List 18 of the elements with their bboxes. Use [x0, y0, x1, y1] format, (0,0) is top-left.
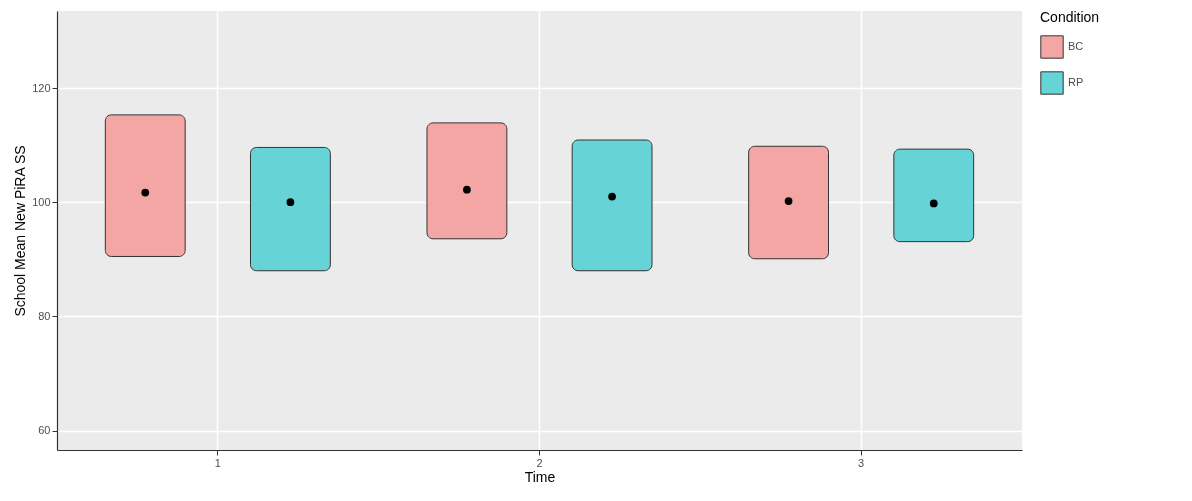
bar	[748, 145, 830, 260]
legend-label: BC	[1068, 40, 1084, 52]
x-axis-title: Time	[524, 468, 556, 485]
legend-title: Condition	[1040, 9, 1100, 25]
bar	[893, 148, 975, 243]
bar	[571, 139, 653, 272]
bar	[249, 146, 331, 272]
y-tick-label: 80	[38, 309, 51, 322]
y-tick-label: 60	[38, 424, 51, 437]
x-tick-label: 3	[858, 456, 865, 469]
x-tick-label: 1	[214, 456, 221, 469]
y-tick-label: 100	[32, 195, 51, 208]
y-axis-title: School Mean New PiRA SS	[12, 145, 29, 317]
y-tick-label: 120	[32, 81, 51, 94]
x-tick-label: 2	[536, 456, 543, 469]
legend-label: RP	[1068, 76, 1084, 88]
bar	[426, 122, 508, 240]
bar	[104, 114, 186, 257]
